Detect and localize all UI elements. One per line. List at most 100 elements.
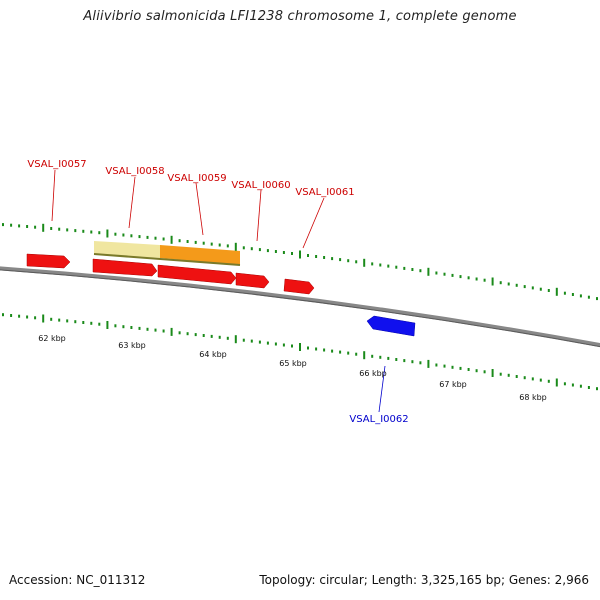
upper-track-minor-tick bbox=[435, 271, 438, 275]
lower-track-minor-tick bbox=[523, 376, 526, 380]
lower-track-minor-tick bbox=[58, 318, 61, 322]
upper-track-minor-tick bbox=[459, 275, 462, 279]
lower-track-minor-tick bbox=[331, 349, 334, 353]
gene-label-vsal-i0057[interactable]: VSAL_I0057 bbox=[27, 159, 86, 170]
upper-track-minor-tick bbox=[202, 241, 205, 245]
lower-track-major-tick bbox=[299, 343, 301, 351]
upper-track-minor-tick bbox=[291, 252, 293, 255]
lower-track-minor-tick bbox=[563, 382, 566, 386]
upper-track-minor-tick bbox=[218, 243, 221, 247]
lower-track-major-tick bbox=[491, 369, 494, 377]
upper-track-minor-tick bbox=[563, 291, 566, 295]
leader-line-vsal-i0058 bbox=[128, 176, 136, 229]
upper-track-minor-tick bbox=[194, 240, 197, 244]
upper-track-minor-tick bbox=[339, 258, 342, 262]
lower-track-minor-tick bbox=[186, 332, 189, 336]
lower-track-minor-tick bbox=[2, 313, 4, 317]
upper-track-minor-tick bbox=[387, 264, 390, 268]
gene-arrow-vsal-i0059[interactable] bbox=[157, 264, 237, 285]
lower-track-minor-tick bbox=[10, 314, 13, 317]
gene-arrow-vsal-i0061[interactable] bbox=[283, 278, 315, 295]
lower-track-minor-tick bbox=[451, 365, 454, 369]
upper-track-minor-tick bbox=[323, 256, 326, 259]
lower-track-minor-tick bbox=[26, 315, 29, 319]
lower-track-minor-tick bbox=[435, 363, 438, 367]
gene-label-vsal-i0059[interactable]: VSAL_I0059 bbox=[167, 173, 226, 184]
upper-track-minor-tick bbox=[266, 249, 269, 253]
gene-arrow-vsal-i0057[interactable] bbox=[26, 253, 71, 269]
lower-track-major-tick bbox=[170, 327, 173, 336]
upper-track-minor-tick bbox=[210, 242, 213, 246]
upper-track-minor-tick bbox=[130, 234, 133, 238]
upper-track-minor-tick bbox=[98, 231, 101, 235]
lower-track-minor-tick bbox=[499, 372, 502, 376]
upper-track-minor-tick bbox=[66, 228, 69, 232]
upper-track-minor-tick bbox=[331, 257, 334, 261]
upper-track-minor-tick bbox=[539, 287, 542, 291]
gene-label-vsal-i0060[interactable]: VSAL_I0060 bbox=[231, 180, 290, 191]
upper-track-minor-tick bbox=[355, 260, 358, 264]
lower-track-minor-tick bbox=[98, 322, 101, 326]
upper-track-minor-tick bbox=[483, 278, 486, 282]
upper-track-minor-tick bbox=[274, 250, 277, 253]
gene-arrow-vsal-i0060[interactable] bbox=[235, 272, 270, 289]
gene-arrow-vsal-i0062[interactable] bbox=[366, 315, 416, 337]
upper-track-minor-tick bbox=[162, 237, 165, 241]
upper-track-minor-tick bbox=[507, 282, 510, 286]
scale-ticks-upper bbox=[2, 223, 598, 301]
upper-track-minor-tick bbox=[10, 223, 13, 227]
accession-text: Accession: NC_011312 bbox=[9, 573, 146, 587]
upper-track-major-tick bbox=[106, 229, 109, 238]
lower-track-minor-tick bbox=[387, 356, 390, 360]
gene-label-vsal-i0061[interactable]: VSAL_I0061 bbox=[295, 187, 354, 198]
lower-track-major-tick bbox=[363, 351, 366, 360]
gene-label-vsal-i0062[interactable]: VSAL_I0062 bbox=[349, 414, 408, 425]
lower-track-minor-tick bbox=[355, 352, 358, 356]
lower-track-minor-tick bbox=[467, 368, 470, 371]
highlight-underline bbox=[93, 253, 241, 266]
lower-track-minor-tick bbox=[154, 328, 157, 332]
lower-track-major-tick bbox=[427, 359, 430, 368]
upper-track-minor-tick bbox=[571, 293, 574, 296]
gene-arrow-vsal-i0058[interactable] bbox=[92, 258, 158, 277]
lower-track-minor-tick bbox=[18, 314, 21, 318]
lower-track-minor-tick bbox=[315, 347, 318, 351]
upper-track-minor-tick bbox=[403, 266, 406, 270]
upper-track-minor-tick bbox=[531, 286, 534, 290]
leader-line-vsal-i0060 bbox=[256, 189, 262, 242]
upper-track-minor-tick bbox=[587, 295, 590, 299]
upper-track-minor-tick bbox=[50, 227, 53, 230]
lower-track-minor-tick bbox=[202, 334, 205, 337]
lower-track-minor-tick bbox=[403, 359, 406, 363]
chromosome-backbone bbox=[0, 266, 600, 348]
lower-track-minor-tick bbox=[419, 361, 422, 365]
lower-track-minor-tick bbox=[114, 324, 117, 328]
gene-label-vsal-i0058[interactable]: VSAL_I0058 bbox=[105, 166, 164, 177]
lower-track-minor-tick bbox=[539, 378, 542, 382]
lower-track-minor-tick bbox=[146, 327, 149, 331]
upper-track-minor-tick bbox=[114, 232, 117, 236]
upper-track-major-tick bbox=[42, 223, 45, 232]
upper-track-minor-tick bbox=[307, 254, 309, 257]
lower-track-minor-tick bbox=[571, 383, 574, 387]
lower-track-minor-tick bbox=[531, 377, 534, 381]
lower-track-minor-tick bbox=[250, 339, 253, 343]
lower-track-minor-tick bbox=[266, 341, 269, 345]
upper-track-minor-tick bbox=[34, 225, 37, 229]
lower-track-minor-tick bbox=[258, 340, 261, 344]
lower-track-minor-tick bbox=[282, 343, 285, 347]
lower-track-minor-tick bbox=[596, 387, 598, 391]
lower-track-minor-tick bbox=[307, 346, 309, 350]
lower-track-minor-tick bbox=[178, 331, 181, 335]
upper-track-minor-tick bbox=[186, 240, 189, 243]
upper-track-minor-tick bbox=[467, 276, 470, 280]
upper-track-major-tick bbox=[363, 258, 366, 267]
upper-track-minor-tick bbox=[411, 268, 414, 271]
upper-track-minor-tick bbox=[523, 285, 526, 289]
upper-track-minor-tick bbox=[26, 225, 29, 228]
upper-track-minor-tick bbox=[58, 227, 61, 231]
scale-ticks-lower bbox=[2, 313, 598, 391]
upper-track-minor-tick bbox=[547, 289, 550, 292]
upper-track-minor-tick bbox=[154, 236, 157, 240]
scale-label-62kbp: 62 kbp bbox=[38, 334, 66, 343]
